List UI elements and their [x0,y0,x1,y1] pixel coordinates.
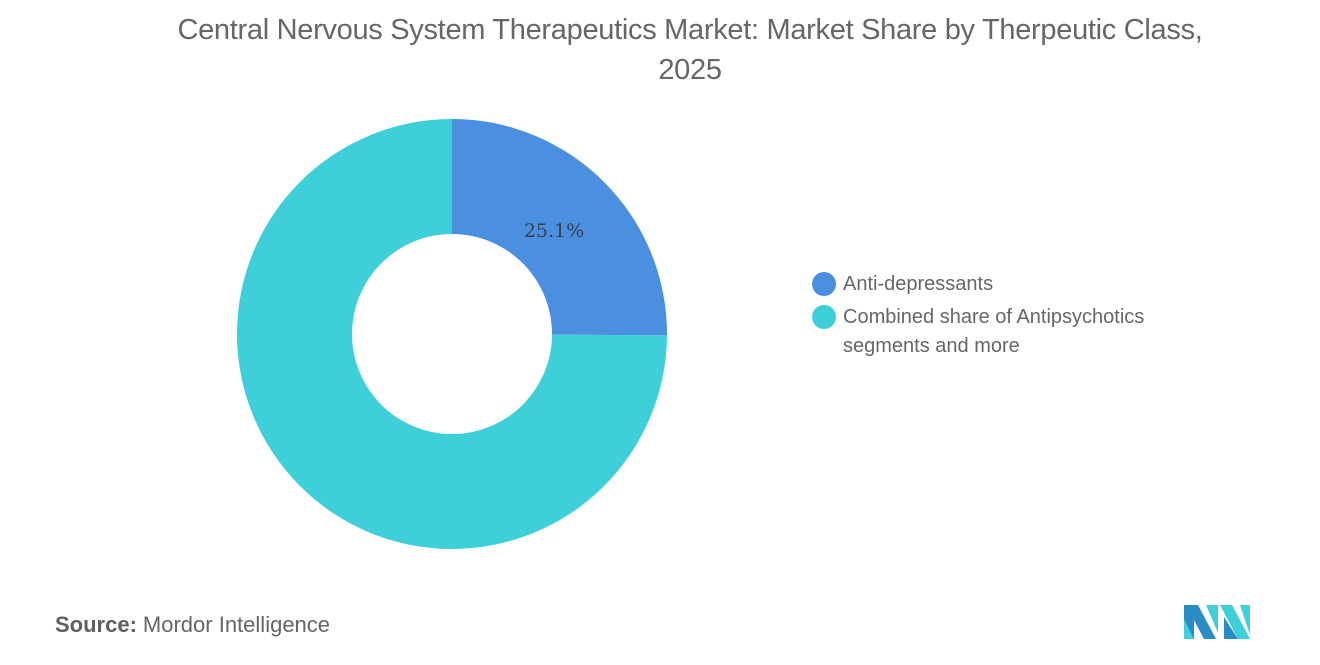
source-label: Source: [55,612,137,637]
slice-label-anti-depressants: 25.1% [523,220,585,242]
source-note: Source: Mordor Intelligence [55,612,330,638]
legend-swatch-icon [812,305,836,329]
source-value: Mordor Intelligence [142,612,331,637]
legend: Anti-depressants Combined share of Antip… [812,270,1203,365]
legend-label: Combined share of Antipsychotics segment… [843,306,1145,357]
legend-item-combined-share[interactable]: Combined share of Antipsychotics segment… [812,303,1203,361]
legend-label: Anti-depressants [843,273,994,295]
chart-title: Central Nervous System Therapeutics Mark… [177,14,1203,86]
donut-hole [352,234,552,434]
legend-item-anti-depressants[interactable]: Anti-depressants [812,270,1203,299]
legend-swatch-icon [812,272,836,296]
mordor-intelligence-logo-icon [1184,605,1250,639]
